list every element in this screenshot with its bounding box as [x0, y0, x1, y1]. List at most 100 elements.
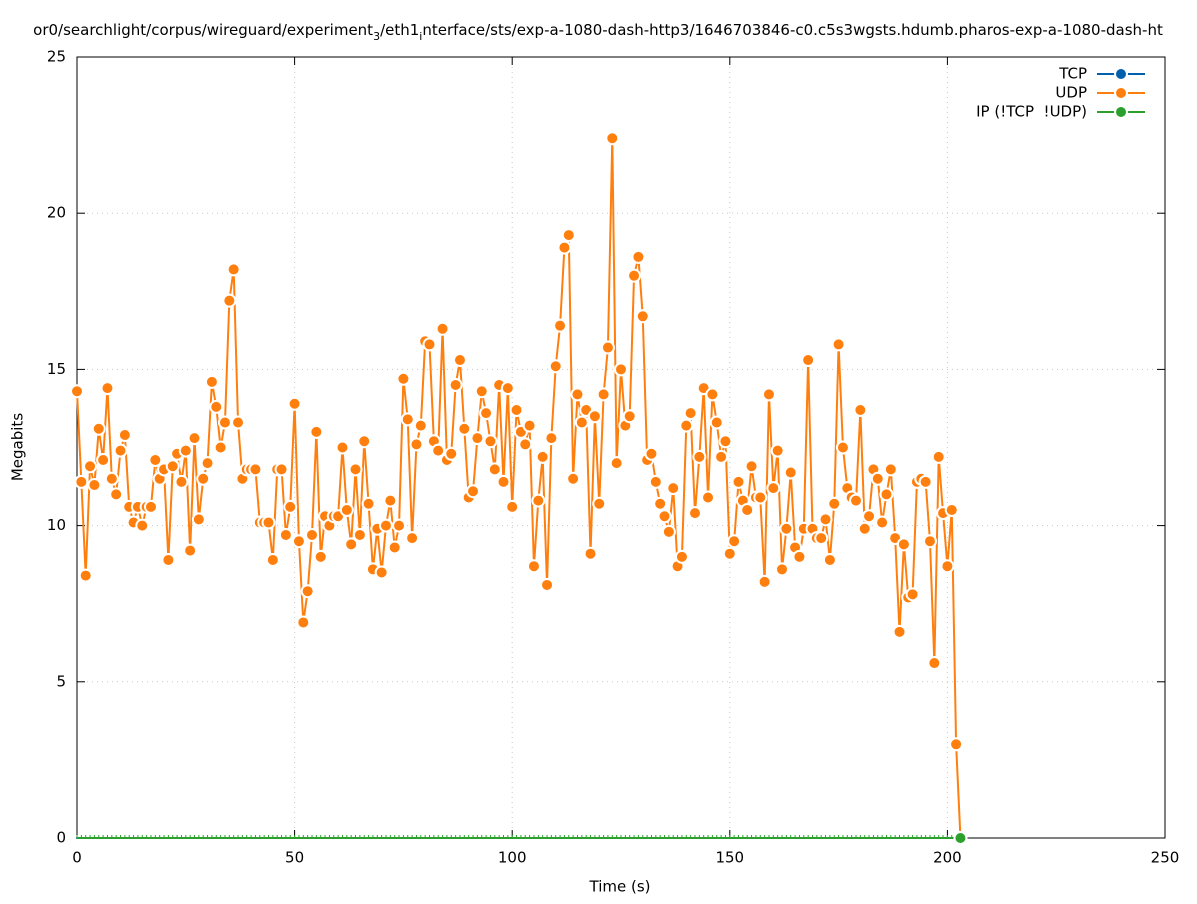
data-point	[274, 462, 289, 477]
data-point	[483, 434, 498, 449]
data-point	[422, 337, 437, 352]
data-point	[831, 337, 846, 352]
data-point	[278, 527, 293, 542]
data-point	[857, 521, 872, 536]
data-point	[78, 568, 93, 583]
data-point	[835, 440, 850, 455]
data-point	[291, 534, 306, 549]
data-point	[905, 587, 920, 602]
data-point	[744, 459, 759, 474]
title-part: /eth1	[380, 21, 419, 39]
data-point	[83, 459, 98, 474]
x-tick-label: 0	[72, 849, 82, 867]
data-point	[609, 456, 624, 471]
data-point	[104, 471, 119, 486]
data-point	[448, 378, 463, 393]
data-point	[479, 406, 494, 421]
data-point	[231, 415, 246, 430]
data-point	[96, 452, 111, 467]
data-point	[922, 534, 937, 549]
data-point	[727, 534, 742, 549]
x-tick-label: 200	[933, 849, 962, 867]
data-point	[548, 359, 563, 374]
data-point	[853, 403, 868, 418]
y-tick-label: 10	[47, 516, 66, 534]
data-point	[500, 381, 515, 396]
data-point	[496, 474, 511, 489]
data-point	[635, 309, 650, 324]
data-point	[657, 509, 672, 524]
data-point	[827, 496, 842, 511]
data-point	[683, 406, 698, 421]
data-point	[335, 440, 350, 455]
data-point	[283, 499, 298, 514]
data-point	[592, 496, 607, 511]
data-point	[74, 474, 89, 489]
data-point	[583, 546, 598, 561]
data-point	[779, 521, 794, 536]
data-point	[396, 371, 411, 386]
data-point	[209, 399, 224, 414]
legend-label: IP (!TCP !UDP)	[976, 103, 1087, 121]
data-point	[692, 449, 707, 464]
legend-marker	[1114, 86, 1128, 100]
data-point	[474, 384, 489, 399]
data-point	[339, 502, 354, 517]
data-point	[248, 462, 263, 477]
data-point	[622, 409, 637, 424]
data-point	[405, 531, 420, 546]
data-point	[178, 443, 193, 458]
data-point	[849, 493, 864, 508]
data-point	[587, 409, 602, 424]
data-point	[883, 462, 898, 477]
data-point	[644, 446, 659, 461]
series-line	[76, 138, 962, 839]
data-point	[452, 353, 467, 368]
x-tick-label: 100	[498, 849, 527, 867]
data-point	[535, 449, 550, 464]
data-point	[783, 465, 798, 480]
data-point	[435, 321, 450, 336]
data-point	[531, 493, 546, 508]
y-tick-label: 20	[47, 204, 66, 222]
data-point	[217, 415, 232, 430]
y-axis-label: Megabits	[9, 413, 27, 481]
data-point	[553, 318, 568, 333]
data-point	[687, 506, 702, 521]
data-point	[870, 471, 885, 486]
data-point	[822, 552, 837, 567]
data-point	[400, 412, 415, 427]
data-point	[287, 396, 302, 411]
data-point	[309, 424, 324, 439]
data-point	[374, 565, 389, 580]
data-point	[148, 452, 163, 467]
data-point	[383, 493, 398, 508]
data-point	[87, 477, 102, 492]
data-point	[109, 487, 124, 502]
data-point	[466, 484, 481, 499]
data-point	[470, 431, 485, 446]
data-point	[305, 527, 320, 542]
data-point	[143, 499, 158, 514]
data-point	[187, 431, 202, 446]
title-subscript: i	[419, 30, 422, 43]
data-point	[896, 537, 911, 552]
data-point	[361, 496, 376, 511]
data-point	[722, 546, 737, 561]
data-point	[348, 462, 363, 477]
data-point	[600, 340, 615, 355]
data-point	[344, 537, 359, 552]
data-point	[117, 428, 132, 443]
data-point	[648, 474, 663, 489]
data-point	[944, 502, 959, 517]
data-point	[792, 549, 807, 564]
data-point	[614, 362, 628, 377]
y-tick-label: 25	[47, 48, 66, 66]
legend-marker	[1114, 67, 1128, 81]
data-point	[814, 531, 829, 546]
legend-label: UDP	[1055, 84, 1087, 102]
data-point	[526, 559, 541, 574]
data-point	[204, 374, 219, 389]
title-subscript: 3	[373, 30, 380, 43]
x-tick-label: 250	[1151, 849, 1180, 867]
